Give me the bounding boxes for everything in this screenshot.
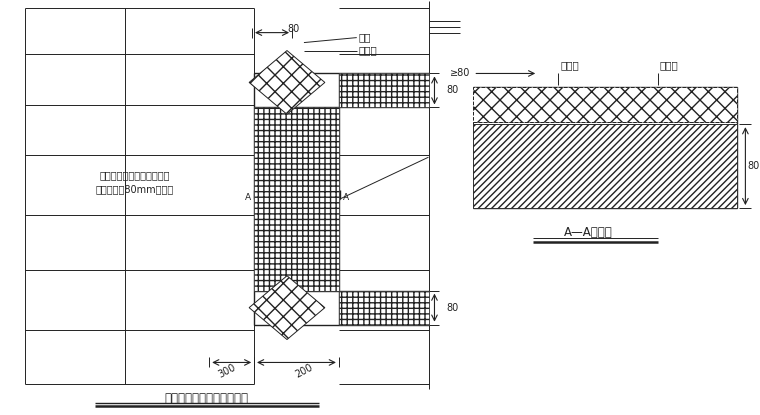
Text: 80: 80 xyxy=(446,85,459,95)
Text: A: A xyxy=(343,193,349,202)
Text: 200: 200 xyxy=(294,363,315,380)
Bar xyxy=(254,107,339,291)
Text: 80: 80 xyxy=(446,303,459,312)
Polygon shape xyxy=(249,51,325,114)
Text: 附加: 附加 xyxy=(359,33,371,43)
Text: 80: 80 xyxy=(288,24,300,34)
Text: 与墙体接触一面用粘结砂浆: 与墙体接触一面用粘结砂浆 xyxy=(100,170,169,180)
Bar xyxy=(339,73,429,107)
Text: 门窗洞口附加网格布示意图: 门窗洞口附加网格布示意图 xyxy=(164,392,249,405)
Text: 预粘不小于80mm网格布: 预粘不小于80mm网格布 xyxy=(96,184,173,194)
Text: A—A剖面图: A—A剖面图 xyxy=(564,227,613,239)
Text: ≥80: ≥80 xyxy=(450,68,470,78)
Bar xyxy=(473,124,737,208)
Bar xyxy=(339,291,429,325)
Bar xyxy=(473,88,737,122)
Text: 网格布: 网格布 xyxy=(359,46,378,56)
Text: 挤塑板: 挤塑板 xyxy=(660,61,679,71)
Text: 网格布: 网格布 xyxy=(560,61,579,71)
Text: 300: 300 xyxy=(217,363,237,380)
Text: A: A xyxy=(245,193,251,202)
Polygon shape xyxy=(249,276,325,339)
Text: 80: 80 xyxy=(747,161,760,171)
